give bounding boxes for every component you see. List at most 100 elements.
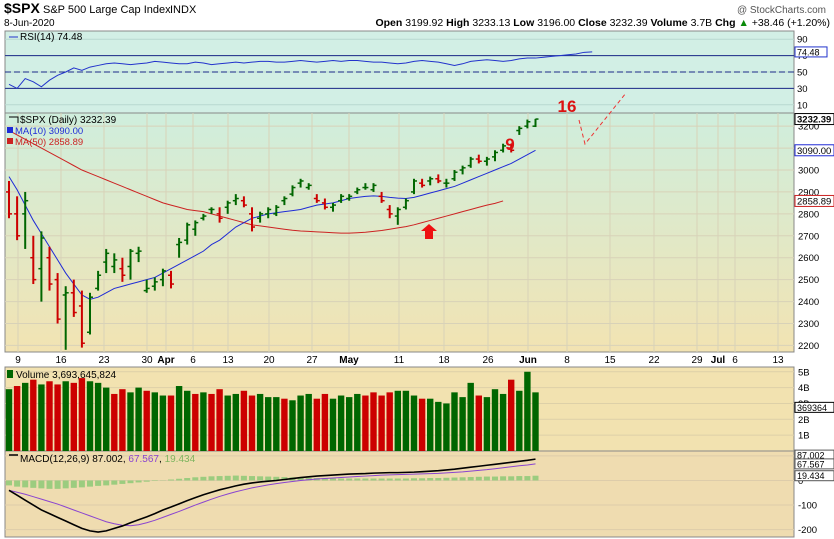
macd-histogram-bar: [500, 476, 507, 481]
svg-text:MACD(12,26,9) 87.002, 67.567,: MACD(12,26,9) 87.002, 67.567, 19.434: [20, 454, 196, 465]
ohlc-bar: [111, 253, 118, 274]
volume-bar: [329, 398, 337, 451]
volume-bar: [30, 379, 37, 451]
volume-bar: [346, 397, 353, 451]
macd-histogram-bar: [168, 479, 174, 481]
volume-bar: [103, 387, 110, 451]
macd-histogram-bar: [127, 480, 134, 484]
x-axis-label: 13: [772, 355, 784, 366]
macd-histogram-bar: [435, 478, 442, 481]
volume-bar: [516, 390, 523, 451]
macd-histogram-bar: [338, 478, 345, 481]
macd-histogram-bar: [232, 475, 239, 481]
volume-layer: [5, 371, 539, 451]
volume-bar: [5, 389, 13, 451]
macd-histogram-bar: [402, 478, 409, 481]
rsi-tick-label: 50: [797, 68, 808, 79]
low-value: 3196.00: [537, 17, 575, 29]
ohlc-bar: [273, 205, 280, 217]
x-axis-label: 22: [648, 355, 660, 366]
volume-bar: [378, 395, 385, 451]
price-value-tag-text: 2858.89: [797, 196, 831, 207]
volume-bar: [224, 395, 231, 451]
volume-bar: [499, 393, 507, 451]
volume-bar: [451, 392, 458, 451]
volume-bar: [265, 397, 272, 451]
macd-histogram-bar: [394, 478, 401, 481]
volume-bar: [402, 390, 410, 451]
copyright-label[interactable]: @ StockCharts.com: [737, 5, 826, 16]
macd-histogram-bar: [119, 480, 126, 484]
price-tick-label: 2600: [798, 253, 819, 264]
price-tick-label: 3000: [798, 166, 819, 177]
price-tick-label: 2700: [798, 231, 819, 242]
ohlc-bar: [232, 194, 239, 206]
count-annotation-16: 16: [558, 97, 577, 116]
x-axis-label: 20: [263, 355, 275, 366]
ohlc-bar: [14, 196, 21, 241]
price-value-tag: [794, 113, 834, 126]
macd-value-tag: [794, 458, 834, 470]
price-value-tag-text: 3090.00: [797, 146, 831, 157]
ohlc-bar: [176, 237, 183, 258]
ohlc-bar: [492, 150, 498, 162]
rsi-tick-label: 90: [797, 35, 808, 46]
ohlc-bar: [297, 178, 304, 188]
volume-bar: [22, 382, 29, 451]
ohlc-bar: [346, 194, 353, 201]
up-arrow-icon: [421, 224, 437, 239]
macd-histogram-bar: [200, 476, 207, 481]
macd-histogram-bar: [508, 476, 515, 481]
ohlc-bar: [524, 119, 531, 129]
volume-legend: Volume 3,693,645,824: [7, 370, 117, 381]
macd-histogram-bar: [321, 478, 328, 481]
macd-histogram-bar: [297, 477, 304, 481]
volume-value-tag: [794, 401, 834, 413]
x-axis-label: 23: [98, 355, 110, 366]
ohlc-summary: Open 3199.92 High 3233.13 Low 3196.00 Cl…: [375, 17, 830, 29]
volume-bar: [111, 393, 118, 451]
ohlc-bar: [135, 246, 142, 263]
x-axis-label: 6: [190, 355, 196, 366]
x-axis-label: 13: [222, 355, 234, 366]
volume-bar: [38, 384, 45, 451]
x-axis-label: 29: [691, 355, 703, 366]
x-axis-label: 27: [306, 355, 318, 366]
price-layer: [6, 118, 539, 350]
macd-histogram-bar: [265, 476, 272, 481]
volume-bar: [184, 390, 191, 451]
volume-bar: [459, 397, 466, 451]
chg-arrow-icon: ▲: [738, 17, 748, 29]
ohlc-bar: [281, 196, 288, 206]
x-axis-label: May: [339, 355, 359, 366]
ohlc-bar: [119, 257, 126, 282]
volume-bar: [143, 390, 150, 451]
ohlc-bar: [362, 183, 369, 190]
rsi-line: [8, 51, 593, 90]
volume-bar: [175, 386, 183, 451]
rsi-tick-label: 10: [797, 100, 808, 111]
volume-bar: [410, 395, 418, 451]
volume-bar: [54, 384, 61, 451]
volume-bar: [297, 395, 304, 451]
volume-bar: [46, 381, 53, 451]
volume-value-tag-text: 369364: [797, 403, 827, 413]
open-label: Open: [375, 17, 402, 29]
volume-bar: [135, 387, 142, 451]
x-axis-label: Jul: [711, 355, 726, 366]
ohlc-bar: [143, 279, 150, 293]
ohlc-bar: [443, 178, 450, 188]
ohlc-bar: [427, 176, 434, 186]
x-axis-label: 26: [482, 355, 494, 366]
macd-histogram-bar: [22, 480, 29, 488]
ohlc-bar: [378, 191, 385, 203]
macd-histogram-bar: [467, 477, 474, 481]
macd-value-tag: [794, 470, 834, 482]
x-axis-label: 15: [604, 355, 616, 366]
price-value-tag: [794, 194, 834, 207]
chg-value: +38.46 (+1.20%): [752, 17, 830, 29]
volume-bar: [70, 382, 77, 451]
macd-value-tag-text: 67.567: [797, 459, 825, 469]
